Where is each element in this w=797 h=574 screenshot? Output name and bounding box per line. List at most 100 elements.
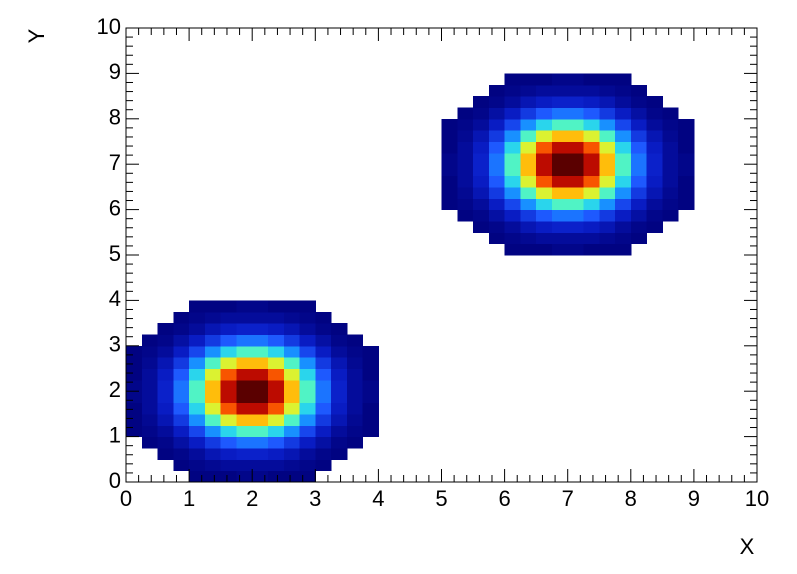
cell (504, 220, 521, 233)
cell (488, 84, 506, 97)
cell (331, 436, 348, 449)
cell (362, 357, 379, 369)
cell (504, 243, 521, 256)
cell (346, 368, 364, 381)
y-tick-label: 7 (109, 150, 121, 175)
cell (315, 391, 332, 404)
cell (504, 198, 521, 211)
cell (141, 334, 159, 347)
y-tick-label: 8 (109, 105, 121, 130)
cell (189, 470, 206, 483)
cell (583, 118, 600, 131)
cell (646, 141, 663, 154)
cell (236, 379, 253, 392)
cell (520, 118, 537, 131)
cell (236, 436, 253, 449)
cell (220, 300, 237, 313)
cell (583, 130, 600, 142)
cell (204, 402, 222, 415)
cell (252, 357, 269, 369)
cell (630, 186, 648, 199)
cell (662, 130, 679, 142)
cell (220, 379, 237, 392)
cell (551, 96, 569, 108)
cell (204, 368, 222, 381)
cell (220, 459, 237, 472)
cell (441, 130, 458, 142)
cell (173, 334, 190, 347)
cell (662, 141, 679, 154)
cell (173, 379, 190, 392)
cell (630, 96, 648, 108)
cell (267, 311, 285, 324)
cell (536, 209, 553, 222)
cell (157, 379, 174, 392)
cell (331, 334, 348, 347)
y-tick-label: 4 (109, 286, 121, 311)
cell (473, 209, 490, 222)
y-tick-label: 6 (109, 195, 121, 220)
cell (236, 368, 253, 381)
cell (204, 391, 222, 404)
cell (283, 368, 301, 381)
cell (283, 402, 301, 415)
cell (173, 357, 190, 369)
cell (299, 425, 316, 438)
cell (252, 391, 269, 404)
cell (630, 118, 648, 131)
cell (220, 436, 237, 449)
cell (173, 459, 190, 472)
cell (583, 84, 600, 97)
cell (346, 379, 364, 392)
cell (615, 141, 632, 154)
cell (551, 84, 569, 97)
y-tick-label: 2 (109, 377, 121, 402)
cell (315, 345, 332, 358)
cell (567, 209, 584, 222)
cell (520, 186, 537, 199)
cell (567, 96, 584, 108)
cell (615, 220, 632, 233)
x-tick-label: 5 (435, 486, 447, 511)
x-tick-label: 2 (246, 486, 258, 511)
cell (346, 357, 364, 369)
cell (678, 130, 695, 142)
cell (204, 345, 222, 358)
cell (236, 345, 253, 358)
x-axis-label: X (740, 534, 755, 559)
cell (236, 311, 253, 324)
cell (299, 323, 316, 335)
cell (189, 436, 206, 449)
cell (189, 300, 206, 313)
cell (441, 186, 458, 199)
cell (267, 425, 285, 438)
cell (536, 198, 553, 211)
cell (615, 118, 632, 131)
cell (236, 413, 253, 426)
cell (252, 345, 269, 358)
cell (630, 232, 648, 245)
cell (488, 232, 506, 245)
cell (615, 73, 632, 86)
cell (457, 209, 474, 222)
cell (267, 345, 285, 358)
cell (473, 175, 490, 188)
cell (567, 175, 584, 188)
cell (520, 243, 537, 256)
cell (283, 345, 301, 358)
cell (299, 345, 316, 358)
cell (252, 447, 269, 460)
cell (157, 413, 174, 426)
cell (189, 323, 206, 335)
cell (662, 175, 679, 188)
cell (157, 425, 174, 438)
cell (520, 164, 537, 177)
cell (488, 130, 506, 142)
cell (220, 447, 237, 460)
cell (126, 413, 143, 426)
cell (457, 186, 474, 199)
cell (283, 447, 301, 460)
cell (630, 175, 648, 188)
cell (173, 368, 190, 381)
